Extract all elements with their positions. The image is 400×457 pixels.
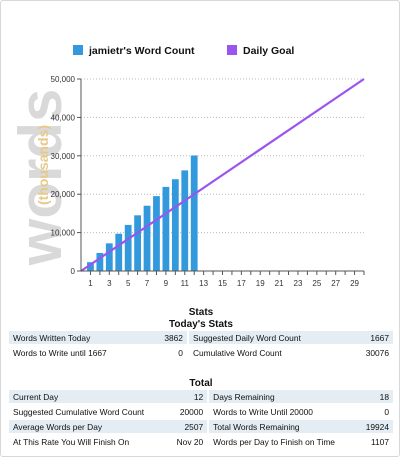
table-row: Suggested Cumulative Word Count 20000 Wo… — [9, 405, 393, 418]
stat-label: Cumulative Word Count — [192, 347, 282, 358]
stat-label: Days Remaining — [209, 390, 358, 403]
word-count-bar — [96, 252, 104, 271]
y-tick-label: 30,000 — [51, 152, 76, 161]
word-count-bar — [124, 224, 132, 271]
table-row: Average Words per Day 2507 Total Words R… — [9, 420, 393, 433]
table-row: Current Day 12 Days Remaining 18 — [9, 390, 393, 403]
y-tick-label: 10,000 — [51, 229, 76, 238]
word-count-bar — [153, 196, 160, 271]
word-count-bar — [115, 233, 123, 271]
legend-label: Daily Goal — [243, 45, 294, 57]
word-count-bar — [87, 262, 94, 271]
x-tick-label: 1 — [88, 279, 93, 288]
x-tick-label: 25 — [312, 279, 321, 288]
x-tick-label: 13 — [199, 279, 208, 288]
watermark-words: words — [7, 89, 74, 267]
stat-value: 1667 — [349, 331, 393, 344]
total-stats-heading: Total — [189, 378, 213, 389]
x-tick-label: 5 — [126, 279, 131, 288]
x-tick-label: 15 — [218, 279, 227, 288]
x-tick-label: 21 — [275, 279, 284, 288]
stats-heading: Stats — [188, 307, 214, 318]
stat-value: 19924 — [357, 420, 393, 433]
stat-label: Suggested Daily Word Count — [188, 331, 350, 344]
legend-swatch — [227, 45, 237, 55]
stat-label: Current Day — [9, 390, 168, 403]
table-row: Words to Write until 1667 0 Cumulative W… — [9, 346, 393, 359]
stat-value: 2507 — [167, 420, 208, 433]
stat-value: 1107 — [370, 436, 389, 447]
x-tick-label: 9 — [164, 279, 169, 288]
table-row: At This Rate You Will Finish On Nov 20 W… — [9, 435, 393, 448]
stat-value: Nov 20 — [176, 436, 204, 447]
stat-value: 20000 — [179, 406, 204, 417]
y-tick-label: 50,000 — [51, 75, 76, 84]
word-count-bar — [190, 155, 198, 271]
cell-gap — [207, 435, 210, 448]
stat-value: 0 — [178, 347, 183, 358]
word-count-bar — [181, 170, 189, 271]
chart-svg: words(thousands) 0 10,000 20,000 30,000 40,00… — [7, 45, 365, 288]
stat-value: 12 — [167, 390, 208, 403]
x-tick-label: 27 — [331, 279, 340, 288]
word-count-bar — [143, 205, 151, 271]
stat-value: 0 — [384, 406, 389, 417]
cell-gap — [186, 346, 189, 359]
x-tick-label: 23 — [294, 279, 303, 288]
table-row: Words Written Today 3862 Suggested Daily… — [9, 331, 393, 344]
x-tick-label: 17 — [237, 279, 246, 288]
legend-label: jamietr's Word Count — [88, 45, 195, 57]
word-count-chart: words (thousands) 0 10,000 20,000 30,000 40,00… — [1, 1, 400, 301]
cell-gap — [207, 420, 210, 433]
x-tick-label: 19 — [256, 279, 265, 288]
stat-label: Total Words Remaining — [209, 420, 358, 433]
cell-gap — [207, 405, 210, 418]
today-stats-heading: Today's Stats — [169, 319, 233, 330]
word-count-bar — [171, 179, 179, 271]
x-tick-label: 3 — [107, 279, 112, 288]
today-stats-table: Words Written Today 3862 Suggested Daily… — [9, 329, 393, 361]
x-tick-label: 11 — [181, 279, 190, 288]
stat-label: At This Rate You Will Finish On — [13, 436, 130, 447]
legend-swatch — [73, 45, 83, 55]
y-tick-label: 0 — [71, 267, 76, 276]
stat-label: Words to Write until 1667 — [13, 347, 107, 358]
total-stats-table: Current Day 12 Days Remaining 18 Suggest… — [9, 388, 393, 450]
stat-value: 18 — [357, 390, 393, 403]
stat-value: 3862 — [150, 331, 187, 344]
stat-label: Words Written Today — [9, 331, 151, 344]
word-count-bar — [134, 215, 141, 271]
x-tick-label: 7 — [145, 279, 150, 288]
cell-gap — [186, 331, 189, 344]
word-count-bar — [162, 186, 170, 271]
stat-value: 30076 — [365, 347, 389, 358]
watermark-thousands: (thousands) — [35, 125, 51, 205]
stat-label: Words to Write Until 20000 — [213, 406, 313, 417]
cell-gap — [207, 390, 210, 403]
y-tick-label: 20,000 — [51, 190, 76, 199]
x-tick-label: 29 — [350, 279, 359, 288]
stat-label: Words per Day to Finish on Time — [213, 436, 335, 447]
daily-goal-line — [80, 78, 365, 272]
y-tick-label: 40,000 — [51, 113, 76, 122]
stat-label: Suggested Cumulative Word Count — [13, 406, 145, 417]
word-count-bar — [105, 243, 113, 271]
stat-label: Average Words per Day — [9, 420, 168, 433]
